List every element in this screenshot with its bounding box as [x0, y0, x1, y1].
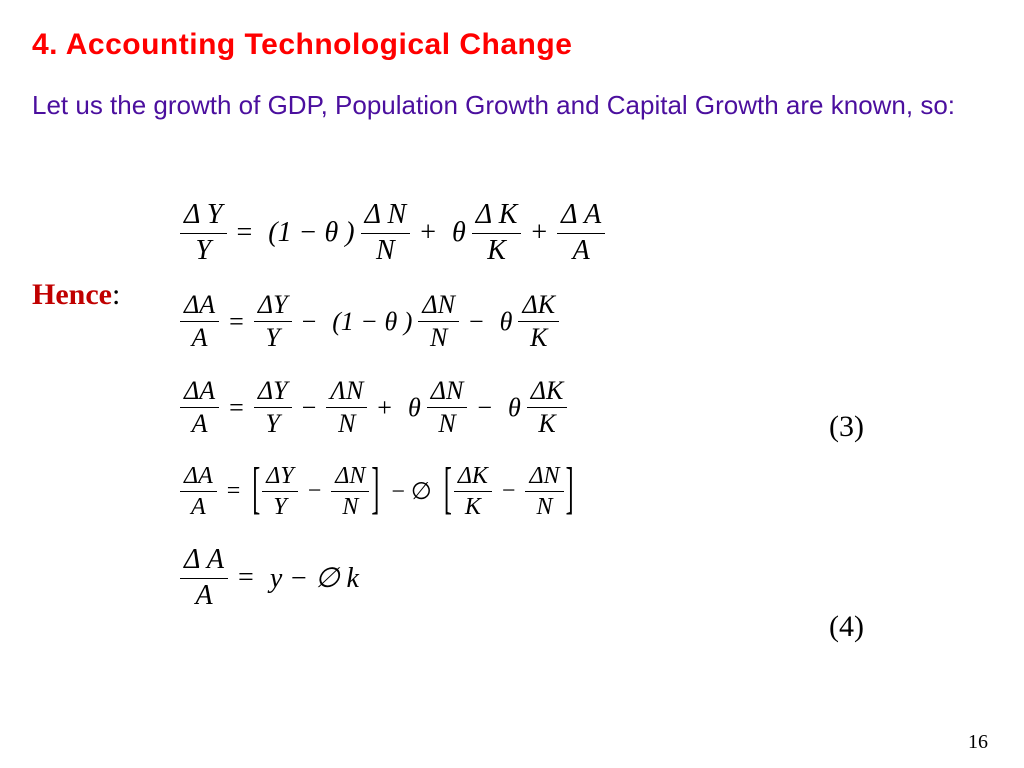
hence-word: Hence	[32, 278, 112, 311]
math-text: θ	[446, 217, 472, 249]
eq4-group1: ΔYY−ΔNN	[262, 463, 369, 521]
equals-sign: =	[227, 217, 263, 249]
right-bracket-icon: ]	[564, 459, 576, 524]
eq4-group2: ΔKK−ΔNN	[454, 463, 564, 521]
fraction: ΔKK	[527, 377, 568, 439]
equation-1: Δ YY = (1 − θ )Δ NN+θΔ KK+Δ AA	[180, 200, 605, 267]
equation-stack: Δ YY = (1 − θ )Δ NN+θΔ KK+Δ AA ΔAA = ΔYY…	[180, 200, 605, 635]
left-bracket-icon: [	[442, 459, 454, 524]
fraction: Δ KK	[472, 200, 522, 267]
fraction: Δ AA	[557, 200, 605, 267]
fraction: ΔKK	[518, 291, 559, 353]
equals-sign: =	[228, 562, 264, 594]
operator: −	[459, 307, 494, 337]
left-bracket-icon: [	[250, 459, 262, 524]
equals-sign: =	[219, 393, 254, 423]
equals-sign: =	[219, 307, 254, 337]
eq4-between-op: − ∅	[381, 477, 441, 506]
eq3-rhs: ΔYY−ΛNN+θΔNN−θΔKK	[254, 377, 568, 439]
page-title: 4. Accounting Technological Change	[32, 28, 992, 62]
fraction: ΔNN	[331, 463, 369, 521]
equation-number-3: (3)	[829, 410, 864, 444]
operator: −	[298, 478, 332, 505]
eq4-lhs-num: ΔA	[180, 463, 217, 489]
math-text: θ	[494, 307, 519, 337]
hence-colon: :	[112, 278, 120, 311]
slide-page: 4. Accounting Technological Change Let u…	[0, 0, 1024, 768]
math-text: θ	[502, 393, 527, 423]
math-text: θ	[402, 393, 427, 423]
eq5-rhs: y − ∅ k	[264, 561, 359, 595]
fraction: ΔKK	[454, 463, 492, 521]
equation-2: ΔAA = ΔYY−(1 − θ )ΔNN−θΔKK	[180, 291, 605, 353]
right-bracket-icon: ]	[369, 459, 381, 524]
fraction: ΔNN	[427, 377, 468, 439]
equals-sign: =	[217, 478, 251, 505]
eq5-lhs-num: Δ A	[180, 545, 228, 576]
equation-4: ΔAA = [ ΔYY−ΔNN ] − ∅ [ ΔKK−ΔNN ]	[180, 463, 605, 521]
math-text: (1 − θ )	[326, 307, 418, 337]
eq2-rhs: ΔYY−(1 − θ )ΔNN−θΔKK	[254, 291, 559, 353]
eq1-lhs-den: Y	[191, 236, 215, 267]
operator: −	[292, 307, 327, 337]
equation-3: ΔAA = ΔYY−ΛNN+θΔNN−θΔKK	[180, 377, 605, 439]
fraction: ΔYY	[254, 291, 292, 353]
fraction: ΛNN	[326, 377, 367, 439]
eq1-lhs-num: Δ Y	[180, 200, 227, 231]
operator: −	[292, 393, 327, 423]
math-text: (1 − θ )	[262, 217, 360, 249]
equation-5: Δ A A = y − ∅ k	[180, 545, 605, 612]
fraction: ΔNN	[525, 463, 563, 521]
eq2-lhs-den: A	[188, 324, 212, 353]
eq2-lhs-num: ΔA	[180, 291, 219, 320]
equation-number-4: (4)	[829, 610, 864, 644]
eq5-lhs-den: A	[191, 581, 216, 612]
fraction: ΔYY	[254, 377, 292, 439]
page-subtitle: Let us the growth of GDP, Population Gro…	[32, 88, 992, 123]
operator: +	[521, 217, 557, 249]
fraction: Δ NN	[361, 200, 411, 267]
operator: −	[492, 478, 526, 505]
fraction: ΔYY	[262, 463, 297, 521]
fraction: ΔNN	[418, 291, 459, 353]
eq4-lhs-den: A	[187, 494, 210, 520]
eq3-lhs-den: A	[188, 410, 212, 439]
eq1-rhs: (1 − θ )Δ NN+θΔ KK+Δ AA	[262, 200, 605, 267]
eq3-lhs-num: ΔA	[180, 377, 219, 406]
operator: −	[467, 393, 502, 423]
operator: +	[410, 217, 446, 249]
hence-label: Hence:	[32, 278, 120, 312]
page-number: 16	[968, 731, 988, 754]
operator: +	[367, 393, 402, 423]
